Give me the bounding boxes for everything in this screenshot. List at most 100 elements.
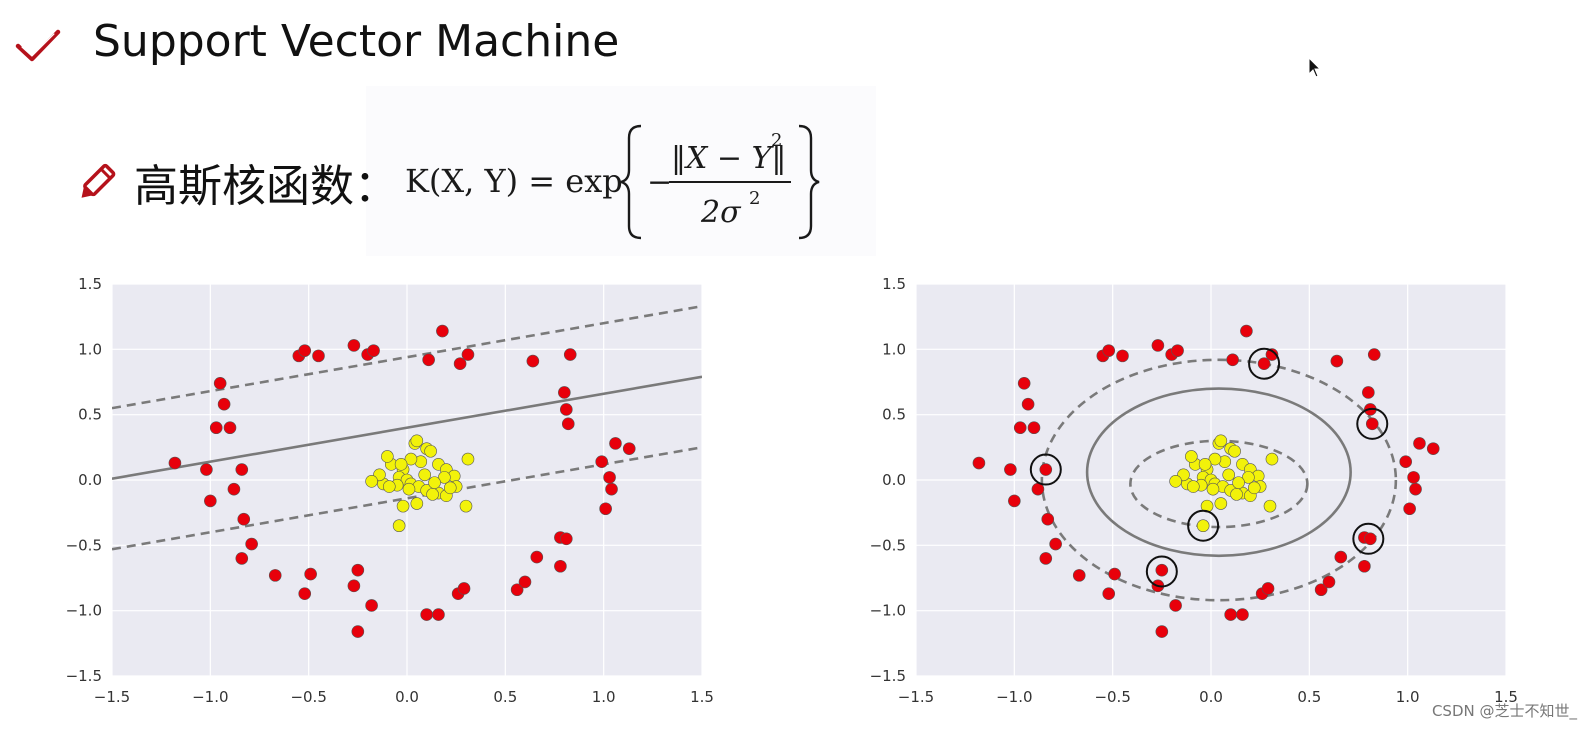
yellow-point (410, 434, 424, 448)
yellow-point (392, 519, 406, 533)
red-point (1407, 471, 1420, 484)
red-point (554, 559, 567, 573)
red-point (1226, 353, 1239, 367)
yellow-point (402, 482, 416, 496)
red-point (235, 463, 249, 476)
y-tick-label: 0.5 (78, 406, 102, 424)
red-point (1102, 587, 1116, 600)
formula-denominator-exp: 2 (749, 188, 760, 209)
yellow-point (461, 452, 475, 466)
contour-margin-outer (1040, 358, 1398, 602)
red-point (461, 348, 475, 361)
yellow-point (1214, 497, 1228, 510)
red-point (1041, 512, 1055, 526)
yellow-point (418, 468, 432, 482)
y-tick-label: 1.0 (78, 340, 102, 358)
red-point (347, 339, 361, 352)
red-point (1257, 357, 1271, 371)
yellow-point (1230, 488, 1243, 501)
formula-right-brace (798, 124, 820, 240)
red-point (1151, 339, 1165, 352)
yellow-point (438, 471, 451, 484)
yellow-point (1232, 476, 1245, 489)
red-point (436, 324, 449, 338)
y-tick-label: −1.0 (870, 602, 906, 620)
y-tick-label: 0.0 (78, 471, 102, 489)
formula-denominator: 2σ (700, 195, 742, 230)
red-point (1403, 502, 1416, 516)
red-point (453, 357, 467, 371)
red-point (1367, 348, 1381, 361)
title-row (14, 14, 62, 78)
formula-lhs: K(X, Y) = exp (405, 162, 623, 200)
red-point (213, 377, 227, 390)
red-point (1330, 354, 1344, 368)
red-point (420, 608, 433, 621)
red-point (603, 471, 616, 484)
support-vector-circle (1352, 522, 1385, 555)
yellow-point (1186, 480, 1200, 493)
y-tick-label: 0.5 (882, 406, 906, 424)
red-point (1236, 608, 1249, 621)
yellow-point (1169, 475, 1182, 488)
red-point (1039, 552, 1053, 565)
red-point (351, 625, 365, 638)
support-vector-circle (1187, 509, 1220, 542)
linear-svm-chart: −1.5 −1.0 −0.5 0.0 0.5 1.0 1.5 1.5 1.0 0.5 0.0 −0.5… (66, 275, 714, 706)
formula-numerator: ‖X − Y‖ (671, 141, 786, 176)
red-point (1155, 625, 1169, 638)
support-vector-circle (1029, 453, 1062, 486)
contour-boundary (1085, 387, 1352, 558)
yellow-point (459, 499, 473, 513)
red-point (561, 417, 575, 431)
y-tick-label: −1.5 (870, 667, 906, 685)
yellow-point (1196, 519, 1210, 533)
red-point (1155, 563, 1169, 577)
red-point (1039, 463, 1053, 476)
formula-minus: − (647, 165, 672, 200)
formula-numerator-exp: 2 (771, 130, 782, 151)
red-point (1322, 575, 1336, 589)
red-point (432, 608, 445, 621)
yellow-point (394, 458, 408, 471)
x-tick-label: 1.0 (1396, 688, 1420, 706)
check-icon (15, 29, 61, 62)
gaussian-kernel-formula: K(X, Y) = exp − ‖X − Y‖ 2 2σ 2 (405, 124, 820, 240)
red-point (518, 575, 532, 589)
yellow-point (1265, 452, 1279, 466)
yellow-point (1214, 434, 1228, 448)
red-point (559, 403, 573, 416)
formula-left-brace (620, 124, 642, 240)
x-tick-label: −1.5 (898, 688, 934, 706)
y-tick-label: −0.5 (870, 536, 906, 554)
red-point (1072, 569, 1086, 582)
x-tick-label: −1.5 (94, 688, 130, 706)
red-point (245, 537, 258, 551)
red-point (365, 599, 378, 612)
red-point (526, 354, 540, 368)
x-tick-label: −1.0 (192, 688, 228, 706)
red-point (304, 567, 317, 581)
red-point (1102, 344, 1116, 357)
red-point (1027, 421, 1041, 435)
x-tick-label: 1.5 (690, 688, 714, 706)
red-point (312, 349, 325, 363)
decision-boundary-line (112, 375, 702, 480)
red-point (1013, 421, 1027, 435)
red-point (530, 550, 544, 564)
support-vector-circle (1248, 347, 1281, 380)
red-point (200, 463, 213, 476)
red-point (558, 386, 571, 399)
red-point (1265, 348, 1279, 361)
red-point (457, 582, 471, 595)
red-point (227, 482, 241, 496)
x-tick-label: 0.0 (395, 688, 419, 706)
yellow-point (1222, 468, 1236, 482)
red-point (1008, 494, 1021, 508)
x-tick-label: −1.0 (996, 688, 1032, 706)
x-tick-label: 0.0 (1199, 688, 1223, 706)
yellow-point (1206, 482, 1220, 496)
subtitle: 高斯核函数： (134, 161, 398, 212)
x-tick-label: 0.5 (493, 688, 517, 706)
red-point (622, 442, 636, 455)
